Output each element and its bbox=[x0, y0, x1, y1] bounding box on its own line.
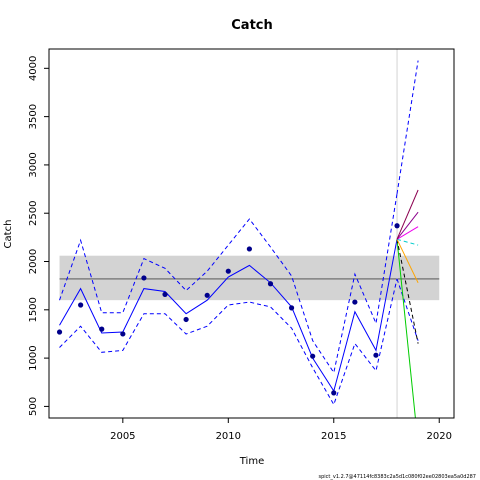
x-axis-label: Time bbox=[239, 456, 264, 467]
y-tick-label: 2000 bbox=[28, 249, 39, 274]
catch-observation-point bbox=[204, 292, 210, 298]
x-tick-label: 2010 bbox=[216, 431, 241, 442]
y-tick-label: 2500 bbox=[28, 200, 39, 225]
catch-observation-point bbox=[267, 281, 274, 287]
y-tick-label: 1500 bbox=[28, 297, 39, 322]
catch-observation-point bbox=[225, 268, 231, 274]
catch-observation-point bbox=[310, 353, 316, 359]
catch-observation-point bbox=[288, 305, 295, 311]
series-line-1 bbox=[59, 239, 398, 393]
version-footnote: spict_v1.2.7@47114fc8383c2a5d1c080f02ee0… bbox=[319, 474, 477, 480]
msy-band bbox=[59, 255, 440, 301]
series-line-8 bbox=[396, 239, 419, 284]
series-line-9 bbox=[396, 238, 419, 246]
catch-observation-point bbox=[56, 329, 63, 335]
axis-layer: 2005 2010 2015 2020 500 1000 1500 2000 2500 3000 3… bbox=[28, 56, 452, 442]
catch-observation-point bbox=[373, 352, 379, 358]
plot-layer bbox=[56, 49, 440, 418]
y-tick-label: 1000 bbox=[28, 345, 39, 370]
catch-observation-point bbox=[183, 316, 189, 323]
y-tick-label: 500 bbox=[28, 397, 39, 416]
catch-observation-point bbox=[120, 331, 126, 337]
catch-observation-point bbox=[246, 246, 252, 252]
series-line-5 bbox=[396, 278, 419, 341]
catch-observation-point bbox=[162, 291, 168, 297]
series-line-11 bbox=[396, 211, 419, 240]
chart-title: Catch bbox=[231, 18, 273, 33]
y-tick-label: 3000 bbox=[28, 152, 39, 177]
y-tick-label: 3500 bbox=[28, 104, 39, 129]
y-axis-label: Catch bbox=[3, 220, 14, 249]
series-line-12 bbox=[396, 189, 419, 240]
catch-observation-point bbox=[394, 223, 400, 229]
plot-frame bbox=[48, 48, 455, 419]
x-tick-label: 2020 bbox=[427, 431, 452, 442]
catch-observation-point bbox=[331, 390, 337, 396]
series-line-4 bbox=[396, 60, 419, 194]
x-tick-label: 2015 bbox=[321, 431, 346, 442]
catch-observation-point bbox=[78, 302, 84, 308]
series-line-6 bbox=[396, 239, 416, 418]
catch-observation-point bbox=[99, 326, 105, 332]
series-line-10 bbox=[396, 226, 419, 240]
series-line-3 bbox=[59, 278, 398, 406]
catch-observation-point bbox=[141, 275, 147, 281]
y-tick-label: 4000 bbox=[28, 56, 39, 81]
catch-observation-point bbox=[352, 299, 358, 305]
series-line-7 bbox=[396, 239, 419, 344]
x-tick-label: 2005 bbox=[110, 431, 135, 442]
